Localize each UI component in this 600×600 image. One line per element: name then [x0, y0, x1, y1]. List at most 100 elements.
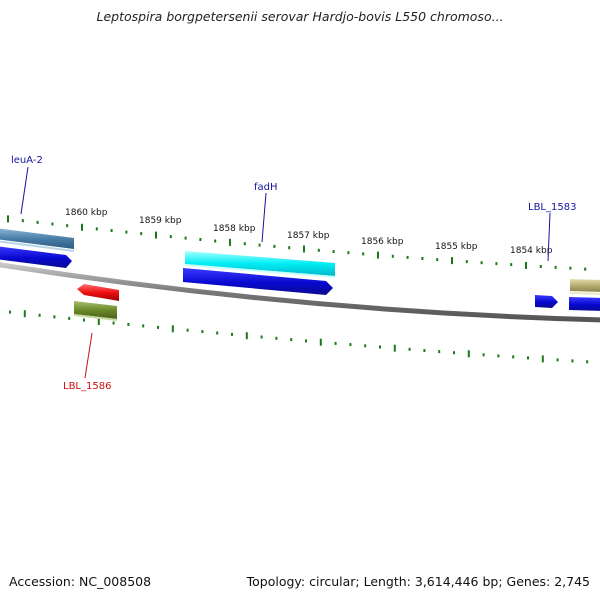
outer-tick-ring	[7, 215, 587, 271]
leader-line-fadH	[261, 192, 267, 243]
minor-tick	[157, 325, 159, 329]
minor-tick	[569, 266, 572, 270]
major-tick	[23, 310, 26, 318]
scale-label-1857: 1857 kbp	[287, 231, 330, 241]
minor-tick	[290, 338, 293, 342]
minor-tick	[125, 230, 128, 234]
minor-tick	[571, 359, 574, 363]
major-tick	[377, 251, 379, 259]
minor-tick	[362, 252, 365, 256]
accession-text: Accession: NC_008508	[9, 574, 152, 589]
minor-tick	[36, 220, 39, 224]
gene-label-LBL_1586[interactable]: LBL_1586	[63, 381, 111, 392]
minor-tick	[421, 257, 424, 260]
minor-tick	[586, 360, 589, 364]
scale-labels: 1860 kbp 1859 kbp 1858 kbp 1857 kbp 1856…	[65, 208, 553, 256]
minor-tick	[214, 239, 217, 243]
minor-tick	[186, 328, 189, 332]
leader-line-leuA-2	[20, 166, 29, 215]
minor-tick	[305, 339, 307, 343]
minor-tick	[436, 258, 439, 262]
minor-tick	[258, 243, 261, 247]
minor-tick	[423, 349, 426, 352]
major-tick	[229, 238, 231, 246]
scale-label-1858: 1858 kbp	[213, 224, 256, 234]
major-tick	[525, 262, 527, 269]
minor-tick	[406, 255, 409, 259]
minor-tick	[38, 313, 41, 317]
minor-tick	[332, 250, 335, 253]
minor-tick	[201, 330, 204, 334]
leader-line-LBL_1586	[84, 332, 93, 379]
scale-label-1856: 1856 kbp	[361, 237, 404, 247]
major-tick	[467, 350, 470, 358]
minor-tick	[53, 315, 56, 319]
major-tick	[303, 245, 305, 253]
minor-tick	[349, 343, 352, 347]
minor-tick	[364, 344, 367, 348]
minor-tick	[510, 263, 513, 267]
gene-label-leuA-2[interactable]: leuA-2	[11, 155, 43, 166]
minor-tick	[408, 347, 411, 351]
minor-tick	[379, 345, 381, 349]
minor-tick	[334, 341, 337, 345]
minor-tick	[127, 323, 130, 326]
major-tick	[7, 215, 9, 223]
feature-leuA-2[interactable]	[0, 228, 74, 252]
minor-tick	[453, 351, 455, 355]
minor-tick	[260, 335, 263, 339]
minor-tick	[95, 227, 98, 231]
major-tick	[97, 318, 100, 325]
major-tick	[81, 223, 83, 231]
feature-leuA-2-cds[interactable]	[0, 246, 72, 268]
minor-tick	[275, 336, 278, 340]
minor-tick	[482, 353, 485, 357]
minor-tick	[527, 356, 529, 360]
gene-label-fadH[interactable]: fadH	[254, 182, 278, 193]
minor-tick	[539, 265, 542, 268]
feature-LBL_1586-gene[interactable]	[74, 301, 117, 321]
feature-fadH[interactable]	[185, 251, 335, 278]
inner-tick-ring	[9, 310, 589, 364]
minor-tick	[51, 222, 54, 226]
feature-fadH-cds[interactable]	[183, 268, 333, 295]
scale-label-1854: 1854 kbp	[510, 246, 553, 256]
major-tick	[393, 344, 396, 352]
minor-tick	[21, 219, 24, 223]
minor-tick	[556, 358, 559, 362]
chromosome-backbone	[0, 262, 600, 323]
minor-tick	[347, 251, 350, 255]
minor-tick	[66, 224, 69, 228]
minor-tick	[140, 232, 143, 236]
minor-tick	[512, 355, 515, 359]
minor-tick	[554, 265, 557, 269]
major-tick	[541, 355, 544, 363]
minor-tick	[243, 242, 246, 246]
minor-tick	[497, 354, 500, 358]
minor-tick	[169, 235, 172, 239]
minor-tick	[495, 262, 498, 266]
minor-tick	[288, 246, 291, 250]
feature-LBL_1583-cds[interactable]	[569, 297, 600, 311]
feature-LBL_1583-gene[interactable]	[570, 279, 600, 295]
feature-LBL_1586[interactable]	[77, 284, 119, 301]
feature-LBL_1583[interactable]	[535, 295, 558, 308]
major-tick	[245, 332, 248, 340]
minor-tick	[231, 332, 233, 336]
minor-tick	[317, 248, 320, 252]
map-title: Leptospira borgpetersenii serovar Hardjo…	[96, 9, 504, 24]
genome-summary-text: Topology: circular; Length: 3,614,446 bp…	[246, 574, 590, 589]
scale-label-1859: 1859 kbp	[139, 216, 182, 226]
minor-tick	[184, 236, 187, 240]
minor-tick	[199, 238, 202, 241]
minor-tick	[391, 254, 394, 258]
minor-tick	[83, 318, 85, 322]
minor-tick	[584, 267, 587, 271]
minor-tick	[216, 331, 219, 335]
minor-tick	[112, 321, 115, 325]
minor-tick	[68, 316, 71, 320]
minor-tick	[142, 324, 145, 328]
gene-label-LBL_1583[interactable]: LBL_1583	[528, 202, 576, 213]
minor-tick	[438, 350, 441, 354]
